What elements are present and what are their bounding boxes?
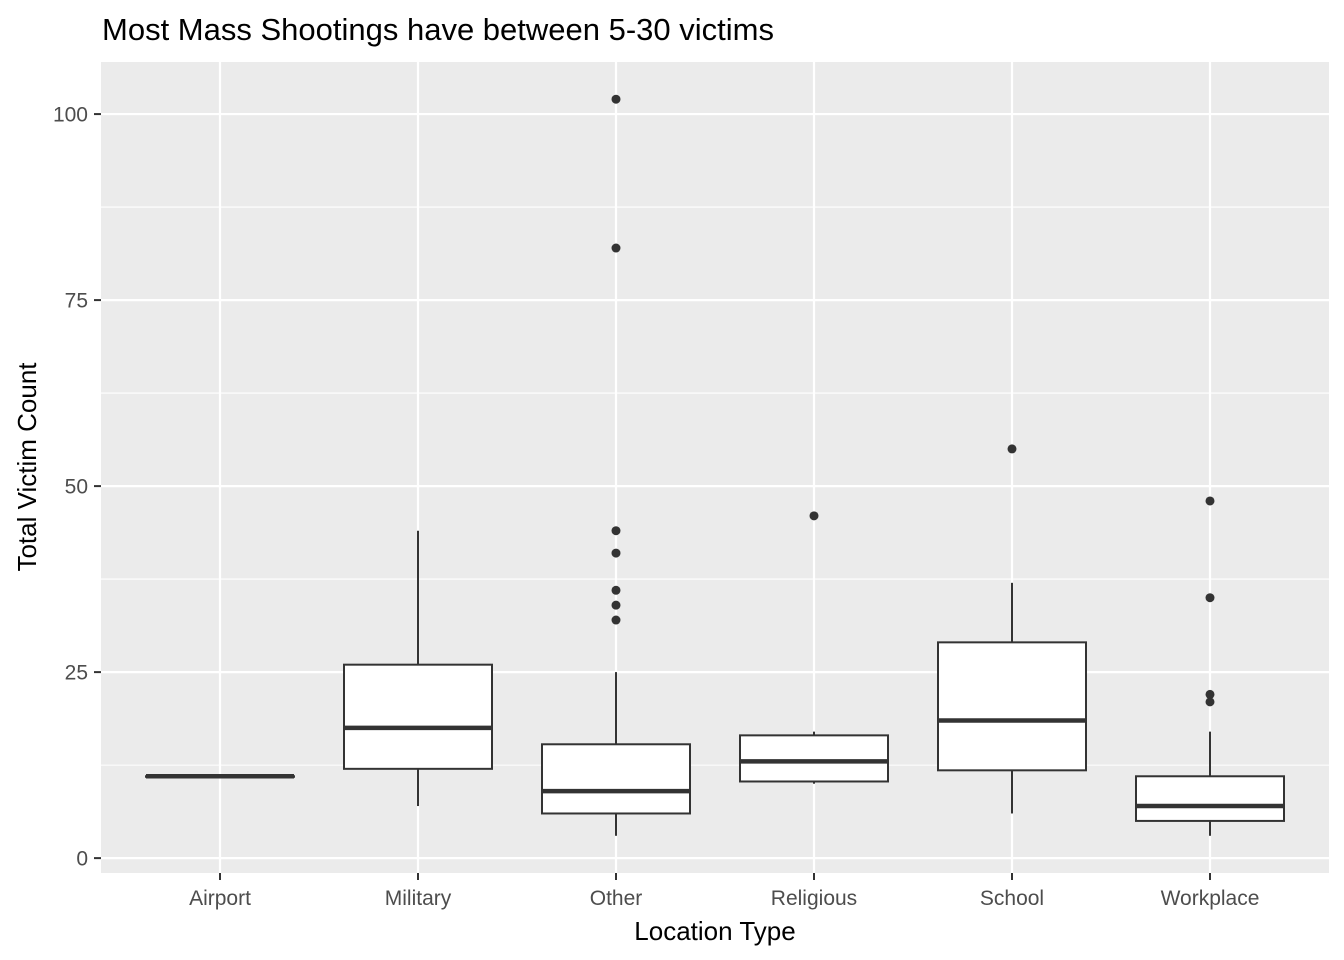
outlier-point [611, 615, 621, 625]
y-tick-label: 50 [65, 476, 88, 499]
chart-title: Most Mass Shootings have between 5-30 vi… [102, 12, 774, 47]
outlier-point [611, 526, 621, 536]
plot-panel [101, 62, 1329, 873]
outlier-point [611, 548, 621, 558]
iqr-box [541, 743, 691, 815]
y-tick-label: 25 [65, 662, 88, 685]
outlier-point [1007, 444, 1017, 454]
iqr-box [1135, 775, 1285, 822]
outlier-point [1205, 496, 1215, 506]
x-axis-title: Location Type [634, 916, 795, 946]
x-tick-label: Workplace [1161, 887, 1260, 910]
outlier-point [611, 94, 621, 104]
box-series [145, 94, 1285, 836]
box-workplace [1135, 496, 1285, 836]
box-religious [739, 511, 889, 784]
outlier-point [611, 243, 621, 253]
box-military [343, 530, 493, 807]
outlier-point [1205, 689, 1215, 699]
y-axis-title: Total Victim Count [12, 362, 42, 572]
outlier-point [1205, 697, 1215, 707]
y-tick-label: 0 [76, 848, 88, 871]
box-school [937, 444, 1087, 814]
outlier-point [809, 511, 819, 521]
iqr-box [343, 663, 493, 770]
y-tick-label: 100 [53, 104, 88, 127]
box-airport [145, 774, 295, 779]
x-tick-label: Religious [771, 887, 857, 910]
x-tick-label: Military [385, 887, 452, 910]
y-tick-label: 75 [65, 290, 88, 313]
y-axis: 0 25 50 75 100 [53, 104, 101, 871]
x-tick-label: Airport [189, 887, 251, 910]
outlier-point [611, 585, 621, 595]
x-tick-label: School [980, 887, 1044, 910]
iqr-box [937, 641, 1087, 772]
box-other [541, 94, 691, 836]
outlier-point [1205, 593, 1215, 603]
x-tick-label: Other [590, 887, 643, 910]
iqr-box [739, 734, 889, 783]
x-axis: Airport Military Other Religious School Workp… [189, 873, 1259, 910]
outlier-point [611, 600, 621, 610]
